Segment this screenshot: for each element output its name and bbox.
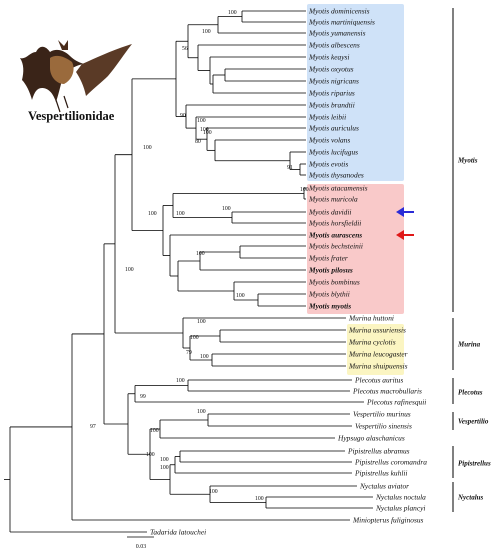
bootstrap-value: 100 bbox=[255, 496, 264, 502]
bootstrap-value: 100 bbox=[300, 187, 309, 193]
bootstrap-value: 100 bbox=[148, 211, 157, 217]
group-label: Nyctalus bbox=[457, 494, 484, 502]
taxon-label: Myotis auriculus bbox=[308, 124, 359, 133]
taxon-label: Nyctalus noctula bbox=[375, 493, 426, 502]
taxon-label: Miniopterus fuliginosus bbox=[352, 516, 424, 525]
bootstrap-value: 100 bbox=[197, 409, 206, 415]
taxon-label: Myotis volans bbox=[308, 136, 350, 145]
group-label: Vespertilio bbox=[458, 418, 489, 426]
taxon-label: Myotis albescens bbox=[308, 41, 360, 50]
bootstrap-value: 97 bbox=[90, 424, 96, 430]
bootstrap-value: 100 bbox=[202, 29, 211, 35]
taxon-label: Myotis oxyotus bbox=[308, 65, 354, 74]
taxon-label: Myotis myotis bbox=[308, 302, 351, 311]
taxon-label: Myotis yumanensis bbox=[308, 29, 366, 38]
taxon-label: Nyctalus plancyi bbox=[375, 504, 425, 513]
bootstrap-value: 100 bbox=[197, 118, 206, 124]
taxon-label: Myotis thysanodes bbox=[308, 171, 364, 180]
bat-illustration bbox=[20, 40, 132, 113]
bootstrap-value: 100 bbox=[125, 267, 134, 273]
taxon-label: Vespertilio murinus bbox=[353, 410, 411, 419]
taxon-label: Myotis brandtii bbox=[308, 101, 355, 110]
myotis-new-world-highlight bbox=[307, 4, 404, 181]
blue-arrow bbox=[396, 207, 414, 217]
taxon-label: Myotis davidii bbox=[308, 208, 352, 217]
taxon-label: Murina ussuriensis bbox=[348, 326, 406, 335]
bootstrap-value: 100 bbox=[143, 145, 152, 151]
group-label: Plecotus bbox=[458, 389, 483, 397]
taxon-label: Plecotus macrobullaris bbox=[352, 387, 422, 396]
bootstrap-value: 100 bbox=[190, 335, 199, 341]
taxon-label: Tadarida latouchei bbox=[150, 528, 206, 537]
taxon-label: Myotis leibii bbox=[308, 113, 346, 122]
taxon-label: Myotis martiniquensis bbox=[308, 18, 375, 27]
taxon-label: Myotis pilosus bbox=[308, 266, 353, 275]
taxon-label: Myotis nigricans bbox=[308, 77, 359, 86]
bootstrap-value: 100 bbox=[176, 211, 185, 217]
bootstrap-value: 100 bbox=[236, 293, 245, 299]
bootstrap-value: 100 bbox=[200, 354, 209, 360]
bootstrap-value: 100 bbox=[176, 378, 185, 384]
taxon-label: Myotis dominicensis bbox=[308, 7, 370, 16]
taxon-label: Myotis blythii bbox=[308, 290, 350, 299]
bootstrap-value: 100 bbox=[197, 319, 206, 325]
murina-highlight bbox=[347, 324, 404, 375]
taxon-label: Pipistrellus coromandra bbox=[354, 458, 427, 467]
taxon-label: Myotis aurascens bbox=[308, 231, 362, 240]
bootstrap-value: 100 bbox=[203, 130, 212, 136]
bootstrap-value: 100 bbox=[228, 10, 237, 16]
taxon-label: Myotis frater bbox=[308, 254, 348, 263]
taxon-label: Myotis lucifugus bbox=[308, 148, 358, 157]
group-label: Murina bbox=[457, 341, 481, 349]
bootstrap-value: 100 bbox=[160, 457, 169, 463]
bootstrap-value: 100 bbox=[150, 428, 159, 434]
bootstrap-value: 100 bbox=[196, 251, 205, 257]
scale-bar-label: 0.03 bbox=[136, 544, 147, 550]
bootstrap-value: 100 bbox=[160, 465, 169, 471]
bootstrap-value: 99 bbox=[140, 394, 146, 400]
family-label: Vespertilionidae bbox=[28, 109, 115, 123]
taxon-label: Murina huttoni bbox=[348, 314, 394, 323]
taxon-label: Myotis keaysi bbox=[308, 53, 349, 62]
taxon-label: Myotis muricola bbox=[308, 195, 358, 204]
bootstrap-value: 91 bbox=[287, 165, 293, 171]
red-arrow bbox=[396, 230, 414, 240]
bootstrap-value: 100 bbox=[146, 452, 155, 458]
taxon-label: Murina leucogaster bbox=[348, 350, 408, 359]
bootstrap-value: 90 bbox=[180, 113, 186, 119]
bootstrap-value: 100 bbox=[209, 489, 218, 495]
taxon-label: Pipistrellus abramus bbox=[347, 447, 410, 456]
taxon-label: Myotis bechsteinii bbox=[308, 242, 363, 251]
bootstrap-value: 100 bbox=[222, 206, 231, 212]
taxon-label: Myotis atacamensis bbox=[308, 184, 368, 193]
bootstrap-value: 79 bbox=[186, 350, 192, 356]
taxon-label: Plecotus rafinesquii bbox=[366, 398, 426, 407]
bootstrap-value: 56 bbox=[182, 46, 188, 52]
taxon-label: Myotis evotis bbox=[308, 160, 348, 169]
group-label: Pipistrellus bbox=[458, 460, 491, 468]
taxon-label: Murina shuipuensis bbox=[348, 362, 408, 371]
taxon-label: Myotis riparius bbox=[308, 89, 355, 98]
taxon-label: Hypsugo alaschanicus bbox=[337, 434, 405, 443]
group-label: Myotis bbox=[457, 157, 478, 165]
bootstrap-value: 80 bbox=[195, 139, 201, 145]
taxon-label: Myotis horsfieldii bbox=[308, 219, 361, 228]
bootstrap-value: 100 bbox=[200, 127, 209, 133]
taxon-label: Nyctalus aviator bbox=[359, 482, 409, 491]
taxon-label: Murina cyclotis bbox=[348, 338, 396, 347]
taxon-label: Plecotus auritus bbox=[354, 376, 403, 385]
myotis-old-world-highlight bbox=[307, 184, 404, 314]
taxon-label: Pipistrellus kuhlii bbox=[354, 469, 408, 478]
taxon-label: Myotis bombinus bbox=[308, 278, 360, 287]
taxon-label: Vespertilio sinensis bbox=[355, 422, 412, 431]
